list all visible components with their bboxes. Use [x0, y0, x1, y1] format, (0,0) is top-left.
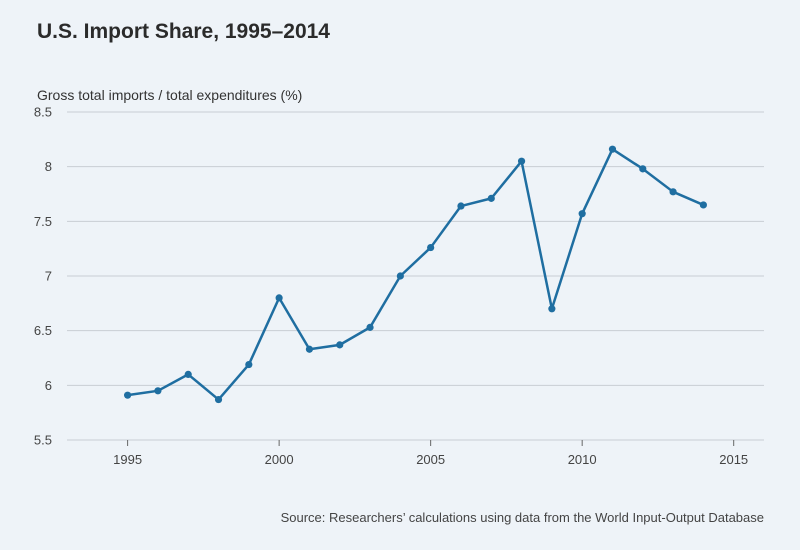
data-point	[578, 210, 586, 218]
y-tick-label: 6.5	[34, 323, 52, 338]
data-point	[184, 370, 192, 378]
x-tick-label: 2010	[568, 452, 597, 467]
data-point	[427, 243, 435, 252]
data-point	[396, 272, 404, 280]
data-point	[275, 294, 283, 302]
y-tick-label: 8.5	[34, 105, 52, 120]
data-point	[245, 360, 253, 369]
y-tick-label: 6	[45, 378, 52, 393]
y-axis-label: Gross total imports / total expenditures…	[37, 87, 303, 103]
x-tick-label: 2005	[416, 452, 445, 467]
source-note: Source: Researchers’ calculations using …	[280, 510, 764, 525]
data-point	[154, 387, 162, 395]
x-tick-label: 1995	[113, 452, 142, 467]
data-point	[639, 165, 647, 173]
data-point	[336, 341, 344, 349]
data-point	[548, 305, 556, 313]
data-point	[487, 194, 495, 202]
y-tick-label: 5.5	[34, 433, 52, 448]
y-tick-label: 8	[45, 159, 52, 174]
y-tick-label: 7.5	[34, 214, 52, 229]
chart-title: U.S. Import Share, 1995–2014	[37, 20, 330, 43]
data-point	[305, 345, 314, 353]
data-point	[608, 145, 617, 153]
x-tick-label: 2015	[719, 452, 748, 467]
x-tick-label: 2000	[265, 452, 294, 467]
data-point	[699, 201, 707, 209]
data-point	[366, 323, 374, 331]
data-point	[457, 202, 465, 210]
series-line	[126, 147, 705, 401]
data-point	[669, 188, 677, 196]
data-point	[517, 157, 526, 165]
y-tick-label: 7	[45, 269, 52, 284]
data-point	[214, 395, 223, 404]
data-point	[124, 391, 132, 399]
